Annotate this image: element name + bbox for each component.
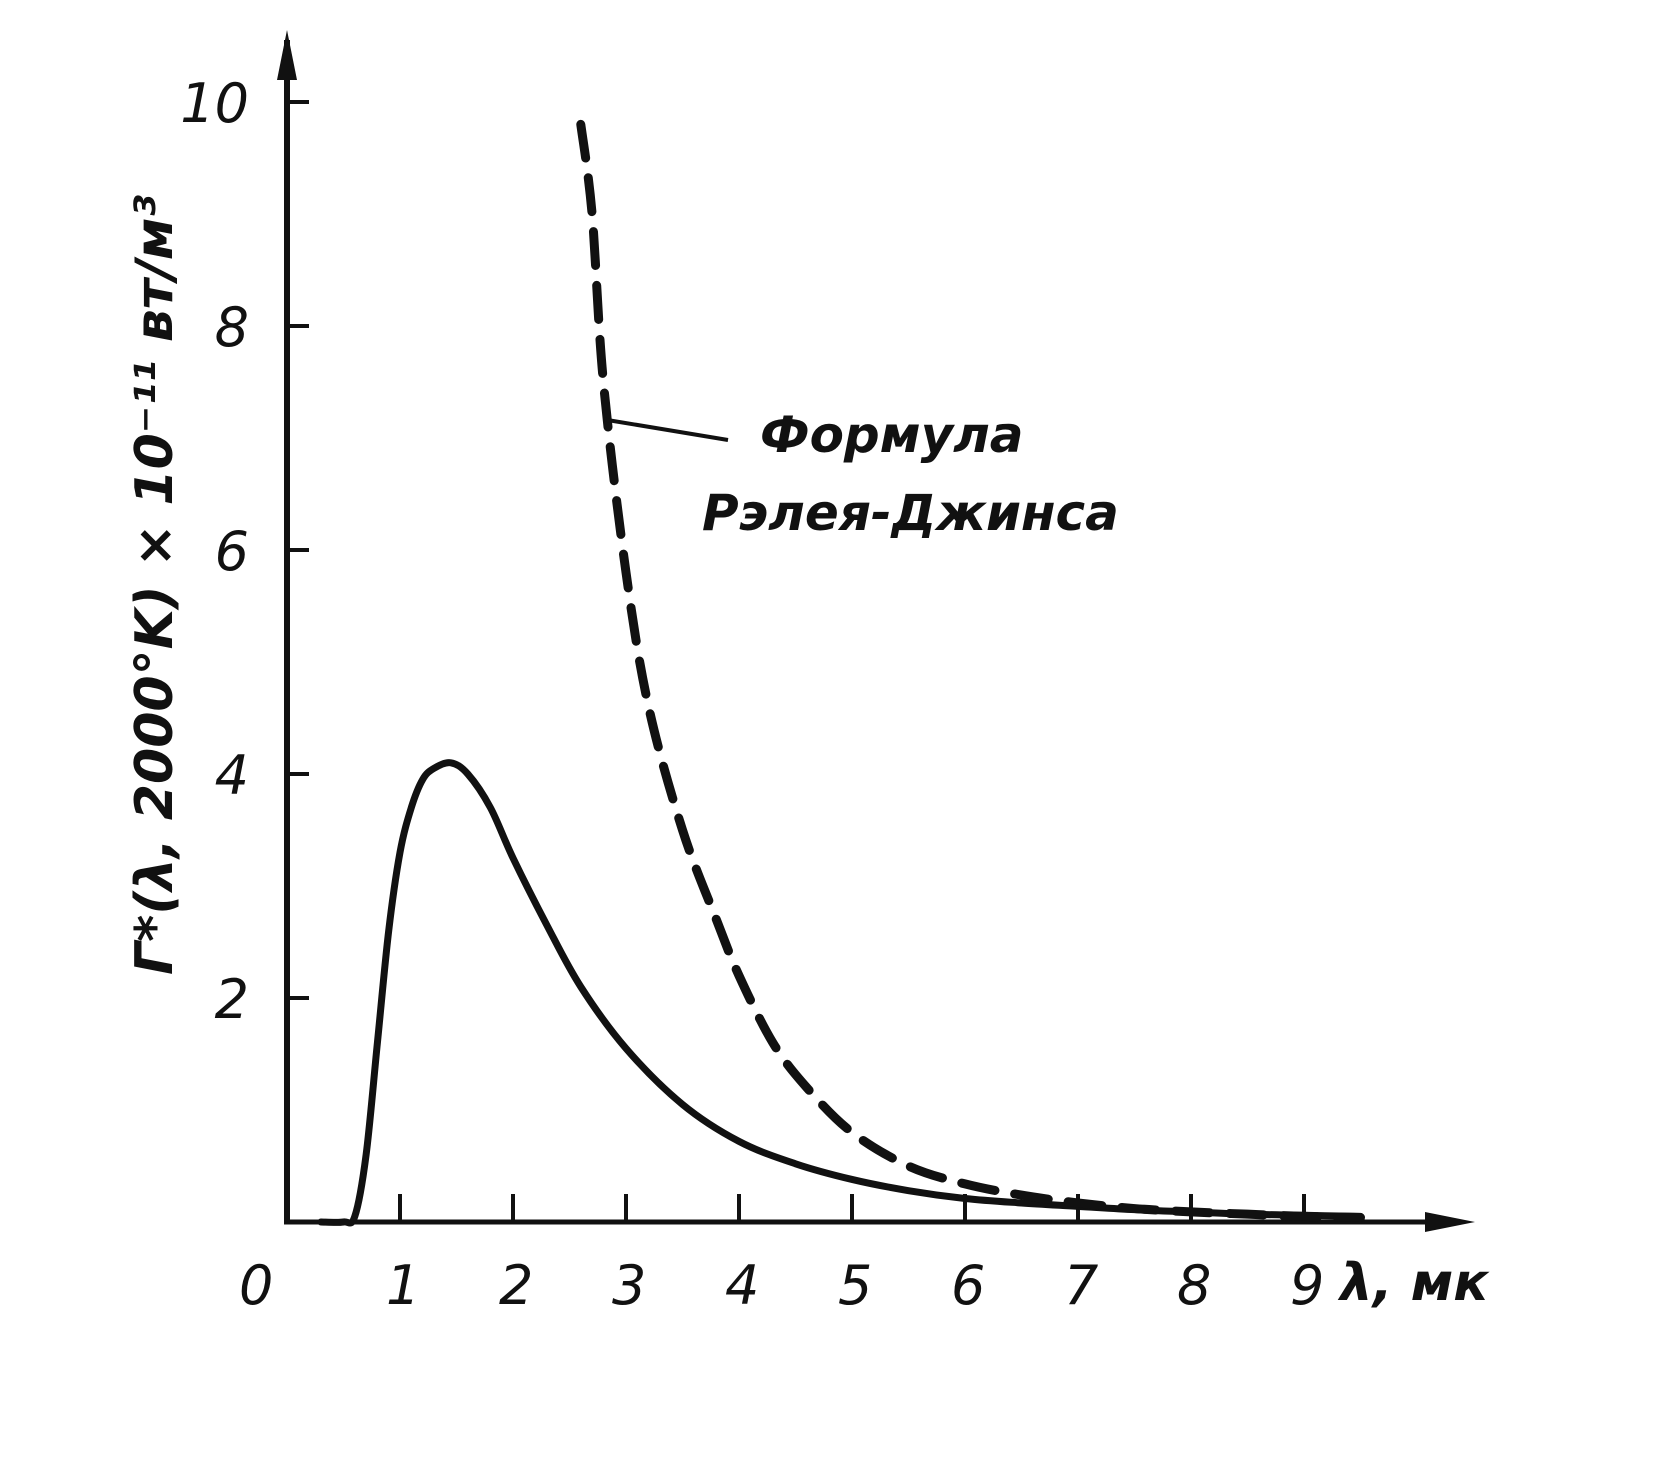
x-tick-label: 8 — [1177, 1254, 1211, 1317]
planck-curve — [317, 759, 1364, 1227]
annotation-line-1: Формула — [760, 406, 1024, 464]
x-ticks: 0 1 2 3 4 5 6 7 8 9 — [239, 1194, 1324, 1317]
rayleigh-jeans-curve — [576, 119, 1365, 1223]
series-layer — [317, 119, 1365, 1227]
y-tick-label: 2 — [215, 968, 249, 1031]
y-tick-label: 6 — [215, 520, 249, 583]
y-axis-label: Γ*(λ, 2000°K) × 10⁻¹¹ вт/м³ — [125, 195, 185, 975]
annotation-leader-line — [604, 417, 729, 442]
x-axis-label: λ, мк — [1337, 1253, 1490, 1313]
x-tick-label: 4 — [725, 1254, 759, 1317]
y-ticks: 2 4 6 8 10 — [180, 72, 309, 1031]
annotation-line-2: Рэлея-Джинса — [702, 484, 1119, 542]
y-axis-arrow — [277, 30, 297, 80]
rayleigh-jeans-annotation: Формула Рэлея-Джинса — [604, 406, 1119, 542]
x-tick-label: 5 — [838, 1254, 872, 1317]
x-tick-label: 3 — [612, 1254, 646, 1317]
axes — [277, 30, 1475, 1232]
y-tick-label: 10 — [180, 72, 249, 135]
x-tick-label: 0 — [239, 1254, 273, 1317]
x-tick-label: 9 — [1290, 1254, 1324, 1317]
x-tick-label: 1 — [386, 1254, 420, 1317]
x-axis-arrow — [1425, 1212, 1475, 1232]
y-tick-label: 4 — [215, 744, 249, 807]
x-tick-label: 2 — [499, 1254, 533, 1317]
y-tick-label: 8 — [215, 296, 249, 359]
x-tick-label: 7 — [1064, 1254, 1098, 1317]
x-tick-label: 6 — [951, 1254, 985, 1317]
